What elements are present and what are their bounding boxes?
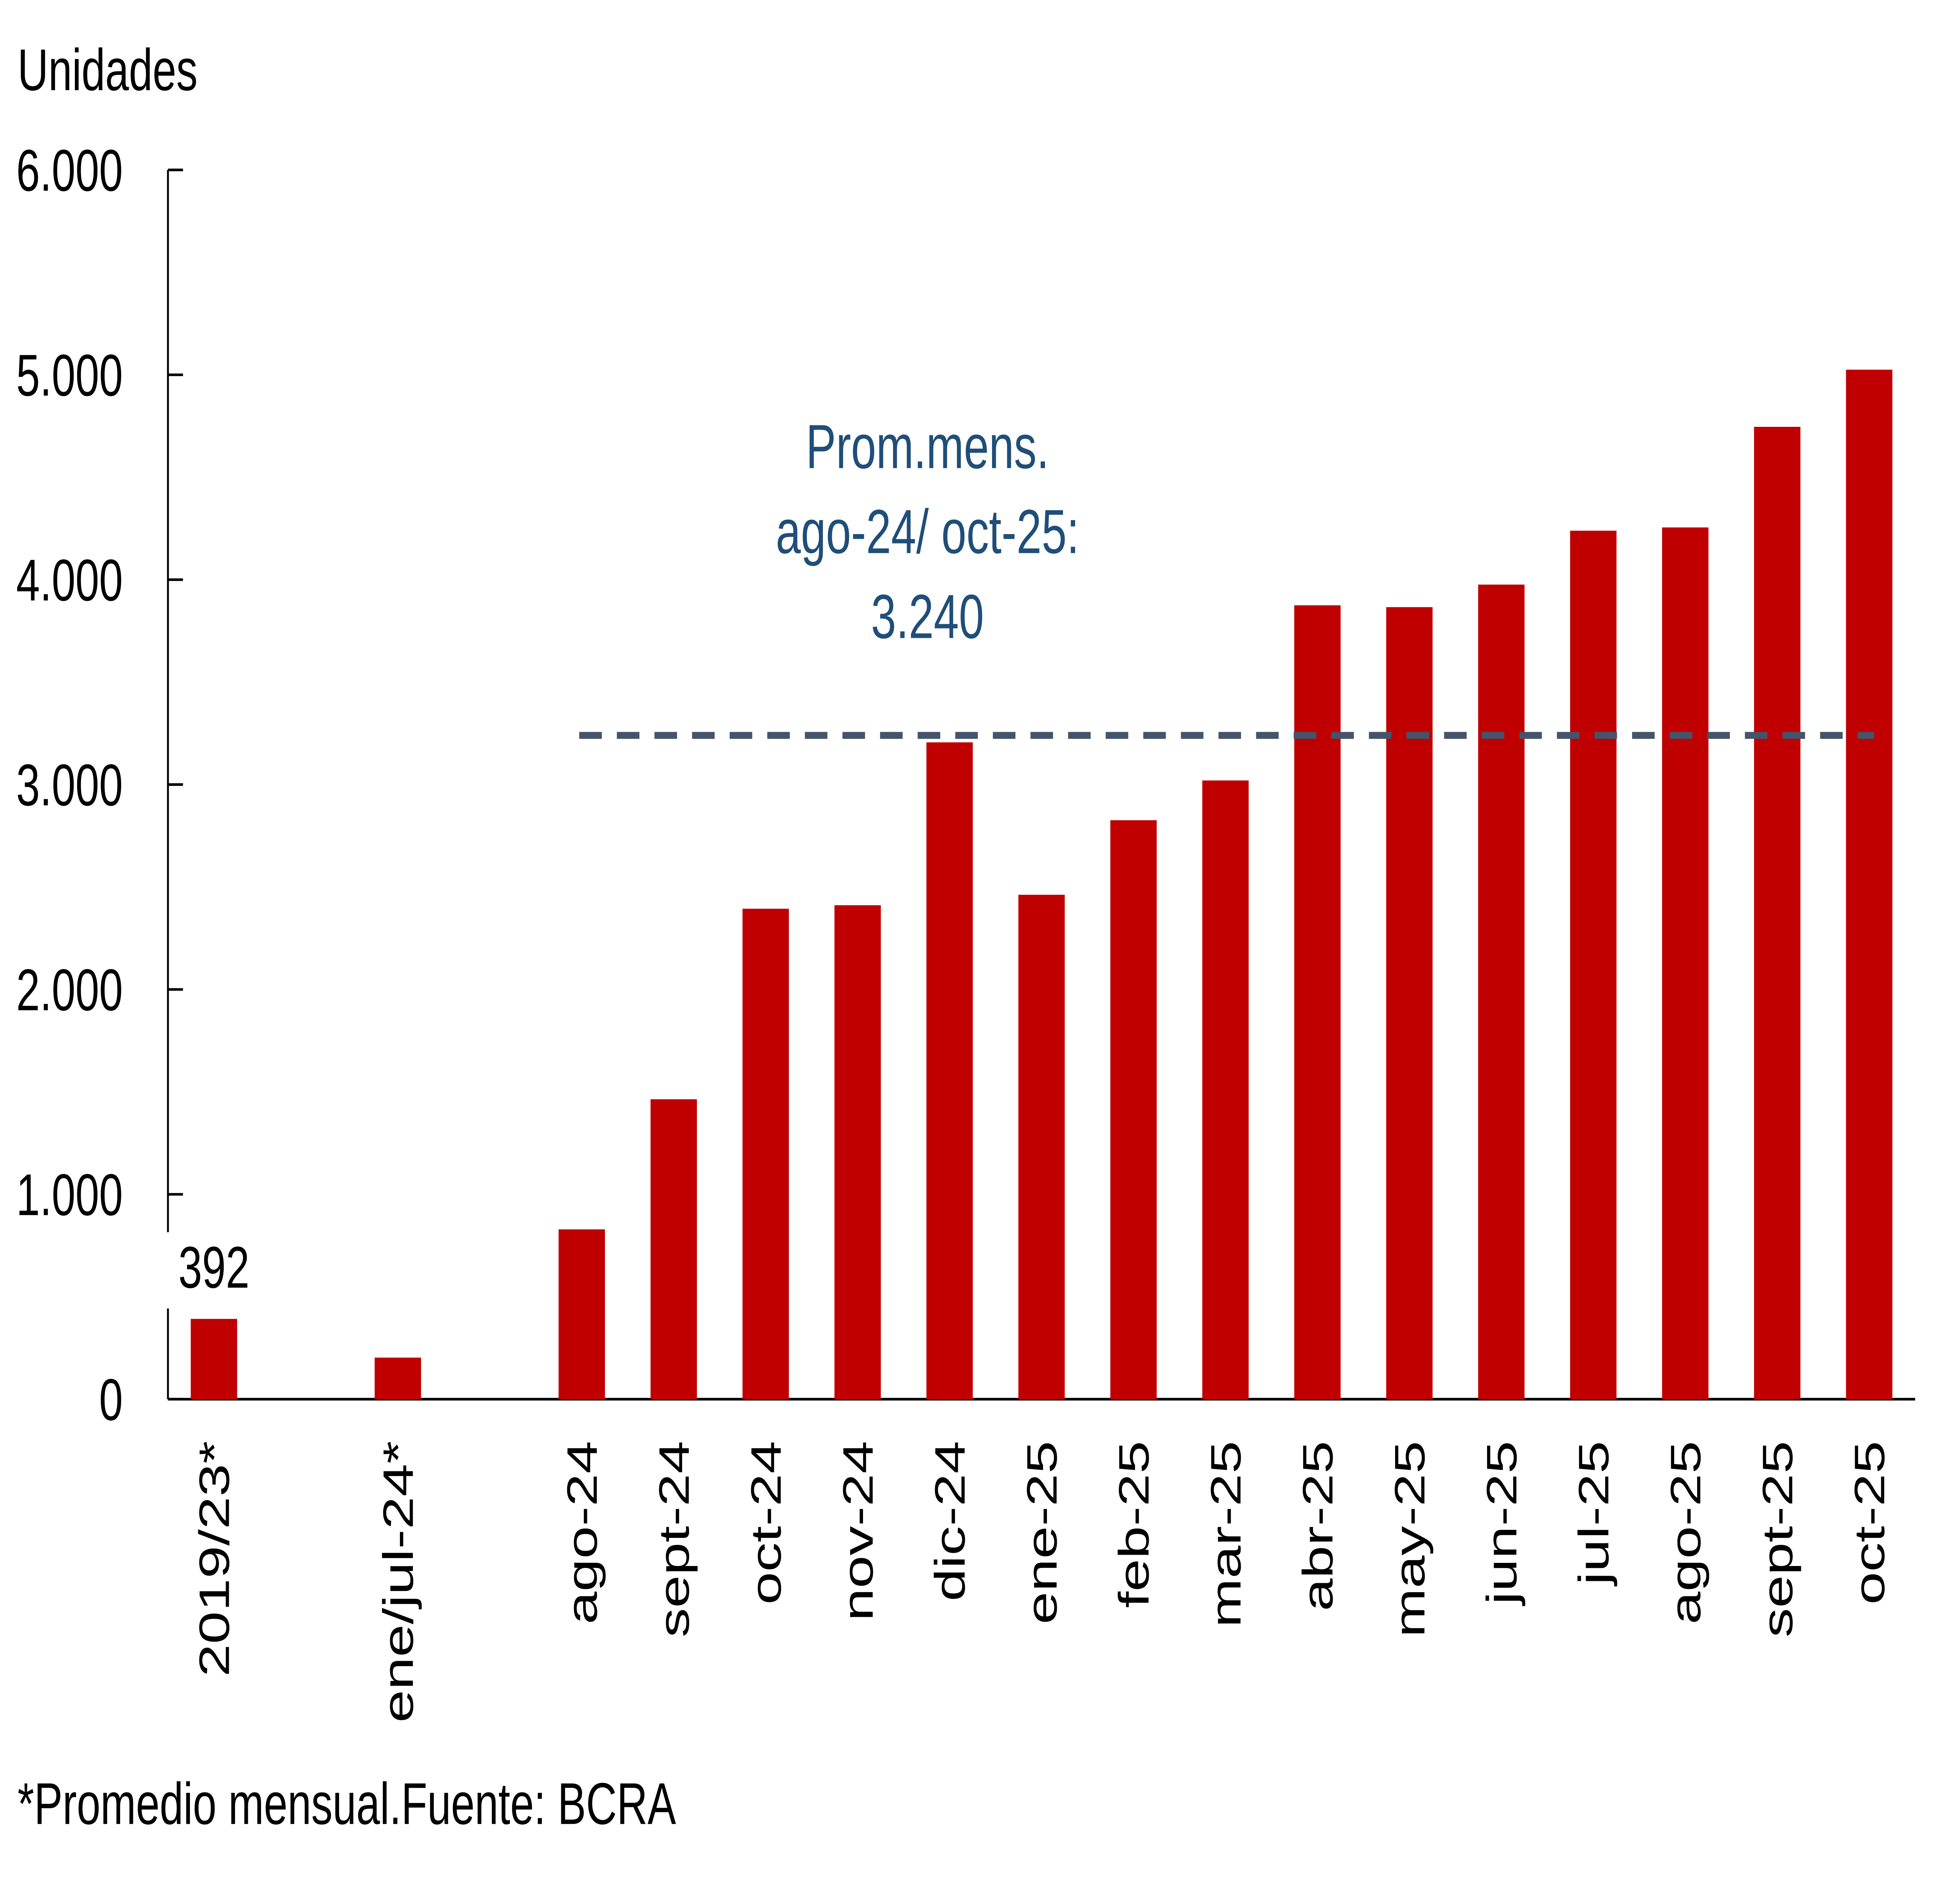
y-axis-label: Unidades [18, 37, 198, 103]
bar-jun-25 [1478, 584, 1525, 1400]
bar-jul-25 [1570, 531, 1617, 1400]
bar-feb-25 [1110, 820, 1157, 1400]
x-tick-label: sept-24 [650, 1441, 698, 1637]
y-tick-label: 4.000 [16, 547, 123, 613]
bar-oct-25 [1846, 370, 1892, 1400]
y-tick-label: 2.000 [16, 957, 123, 1023]
x-tick-label: abr-25 [1294, 1441, 1342, 1611]
annotation-line-2: ago-24/ oct-25: [776, 497, 1079, 566]
bar-mar-25 [1202, 780, 1249, 1400]
bar-may-25 [1386, 607, 1433, 1400]
y-tick-label: 6.000 [16, 138, 123, 203]
y-axis: 0 1.000 2.000 3.000 4.000 5.000 6.000 [16, 138, 1915, 1433]
y-tick-label: 0 [99, 1367, 123, 1432]
annotation-line-1: Prom.mens. [806, 412, 1049, 481]
y-tick-label: 1.000 [16, 1162, 123, 1228]
x-tick-label: ago-25 [1662, 1441, 1709, 1624]
x-tick-label: oct-25 [1846, 1441, 1893, 1605]
y-tick-label: 3.000 [16, 752, 123, 818]
data-label-2019-23: 392 [179, 1235, 249, 1300]
bar-2019-23- [191, 1319, 237, 1400]
x-tick-label: dic-24 [926, 1441, 974, 1601]
average-annotation: Prom.mens. ago-24/ oct-25: 3.240 [776, 412, 1079, 651]
annotation-line-3: 3.240 [871, 582, 984, 651]
x-tick-label: sept-25 [1754, 1441, 1801, 1637]
x-axis: 2019/23* ene/jul-24* ago-24 sept-24 oct-24 no… [191, 1441, 1893, 1723]
bar-sept-25 [1754, 426, 1800, 1400]
x-tick-label: ene/jul-24* [375, 1441, 422, 1723]
x-tick-label: jun-25 [1478, 1441, 1526, 1607]
x-tick-label: ene-25 [1018, 1441, 1066, 1624]
bar-abr-25 [1294, 605, 1341, 1400]
bar-ene-25 [1018, 895, 1065, 1400]
bar-dic-24 [926, 742, 973, 1400]
bar-ago-24 [558, 1229, 605, 1400]
x-tick-label: nov-24 [834, 1441, 882, 1621]
bar-ene-jul-24- [375, 1357, 421, 1400]
axis-label-gap [165, 1232, 171, 1309]
bar-nov-24 [834, 905, 881, 1400]
x-tick-label: mar-25 [1202, 1441, 1250, 1628]
bar-sept-24 [650, 1099, 697, 1400]
x-tick-label: 2019/23* [191, 1441, 238, 1677]
x-tick-label: may-25 [1386, 1441, 1434, 1637]
y-tick-label: 5.000 [16, 342, 123, 408]
bar-oct-24 [742, 908, 789, 1400]
x-tick-label: oct-24 [742, 1441, 790, 1605]
x-tick-label: feb-25 [1110, 1441, 1158, 1608]
x-tick-label: jul-25 [1570, 1441, 1617, 1587]
bar-ago-25 [1662, 527, 1708, 1400]
footnote: *Promedio mensual.Fuente: BCRA [18, 1771, 676, 1836]
x-tick-label: ago-24 [558, 1441, 606, 1624]
